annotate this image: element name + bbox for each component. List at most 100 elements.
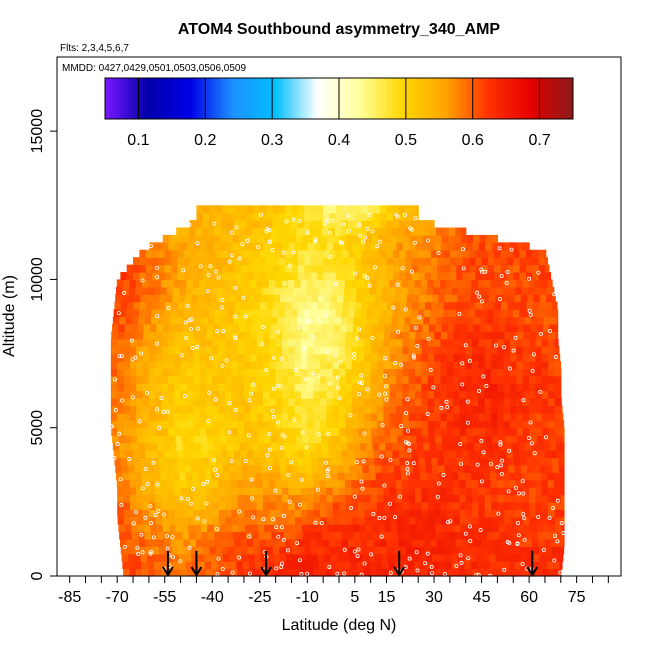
heatmap-cell	[125, 531, 133, 540]
heatmap-cell	[307, 420, 315, 429]
heatmap-cell	[207, 316, 215, 325]
heatmap-cell	[234, 538, 241, 547]
heatmap-cell	[554, 494, 562, 503]
heatmap-cell	[269, 412, 277, 421]
heatmap-cell	[348, 457, 356, 466]
heatmap-cell	[325, 568, 333, 577]
heatmap-cell	[542, 427, 550, 436]
heatmap-cell	[354, 538, 362, 547]
heatmap-cell	[471, 479, 479, 488]
heatmap-cell	[470, 286, 478, 295]
heatmap-cell	[225, 427, 233, 436]
heatmap-cell	[472, 398, 480, 407]
heatmap-cell	[537, 442, 545, 451]
heatmap-cell	[268, 561, 276, 570]
heatmap-cell	[453, 331, 461, 340]
heatmap-cell	[256, 360, 264, 369]
heatmap-cell	[126, 264, 134, 273]
heatmap-cell	[446, 501, 454, 510]
observation-point	[198, 264, 203, 269]
heatmap-cell	[453, 346, 461, 355]
heatmap-cell	[377, 398, 384, 407]
observation-point	[477, 294, 482, 299]
heatmap-cell	[299, 286, 307, 295]
heatmap-cell	[136, 427, 144, 436]
observation-point	[428, 367, 433, 372]
heatmap-cell	[125, 316, 133, 325]
heatmap-cell	[150, 323, 158, 332]
observation-point	[224, 358, 229, 363]
observation-point	[165, 546, 170, 551]
heatmap-cell	[167, 420, 175, 429]
heatmap-cell	[365, 323, 373, 332]
heatmap-cell	[320, 331, 328, 340]
observation-point	[215, 472, 220, 477]
observation-point	[383, 356, 388, 361]
heatmap-cell	[405, 264, 413, 273]
heatmap-cell	[383, 360, 391, 369]
heatmap-cell	[491, 360, 499, 369]
heatmap-cell	[136, 398, 144, 407]
heatmap-cell	[171, 546, 179, 555]
observation-point	[335, 375, 340, 380]
heatmap-cell	[339, 368, 346, 377]
heatmap-cell	[199, 353, 207, 362]
observation-point	[237, 555, 242, 560]
heatmap-cell	[491, 420, 499, 429]
colorbar-swatch	[322, 78, 327, 119]
heatmap-cell	[372, 227, 380, 236]
heatmap-cell	[168, 427, 176, 436]
heatmap-cell	[148, 479, 156, 488]
heatmap-cell	[205, 383, 213, 392]
heatmap-cell	[186, 479, 194, 488]
heatmap-cell	[289, 435, 297, 444]
heatmap-cell	[504, 242, 512, 251]
heatmap-cell	[240, 449, 248, 458]
heatmap-cell	[179, 561, 187, 570]
heatmap-cell	[119, 538, 127, 547]
heatmap-cell	[306, 568, 314, 577]
observation-point	[404, 411, 409, 416]
heatmap-cell	[466, 435, 474, 444]
heatmap-cell	[522, 509, 530, 518]
heatmap-cell	[459, 568, 466, 577]
heatmap-cell	[157, 442, 165, 451]
heatmap-cell	[402, 427, 410, 436]
heatmap-cell	[389, 353, 397, 362]
heatmap-cell	[250, 398, 258, 407]
observation-point	[522, 516, 527, 521]
heatmap-cell	[484, 487, 492, 496]
heatmap-cell	[392, 205, 400, 214]
heatmap-cell	[218, 368, 226, 377]
heatmap-cell	[233, 442, 241, 451]
heatmap-cell	[420, 561, 428, 570]
heatmap-cell	[228, 264, 236, 273]
heatmap-cell	[421, 338, 429, 347]
heatmap-cell	[512, 449, 520, 458]
heatmap-cell	[272, 546, 280, 555]
heatmap-cell	[276, 323, 284, 332]
heatmap-cell	[502, 472, 510, 481]
observation-point	[522, 537, 527, 542]
observation-point	[313, 239, 318, 244]
heatmap-cell	[421, 390, 429, 399]
heatmap-cell	[546, 561, 554, 570]
heatmap-cell	[129, 568, 137, 577]
heatmap-cell	[418, 264, 426, 273]
heatmap-cell	[275, 375, 283, 384]
observation-point	[444, 399, 449, 404]
heatmap-cell	[482, 294, 490, 303]
observation-point	[406, 428, 411, 433]
heatmap-cell	[532, 457, 540, 466]
heatmap-cell	[300, 509, 308, 518]
heatmap-cell	[541, 390, 549, 399]
observation-point	[323, 460, 328, 465]
heatmap-cell	[555, 435, 563, 444]
heatmap-cell	[219, 435, 227, 444]
heatmap-cell	[173, 286, 180, 295]
colorbar-swatch	[111, 78, 116, 119]
heatmap-cell	[526, 301, 534, 310]
heatmap-cell	[409, 234, 417, 243]
observation-point	[328, 381, 333, 386]
heatmap-cell	[193, 368, 201, 377]
